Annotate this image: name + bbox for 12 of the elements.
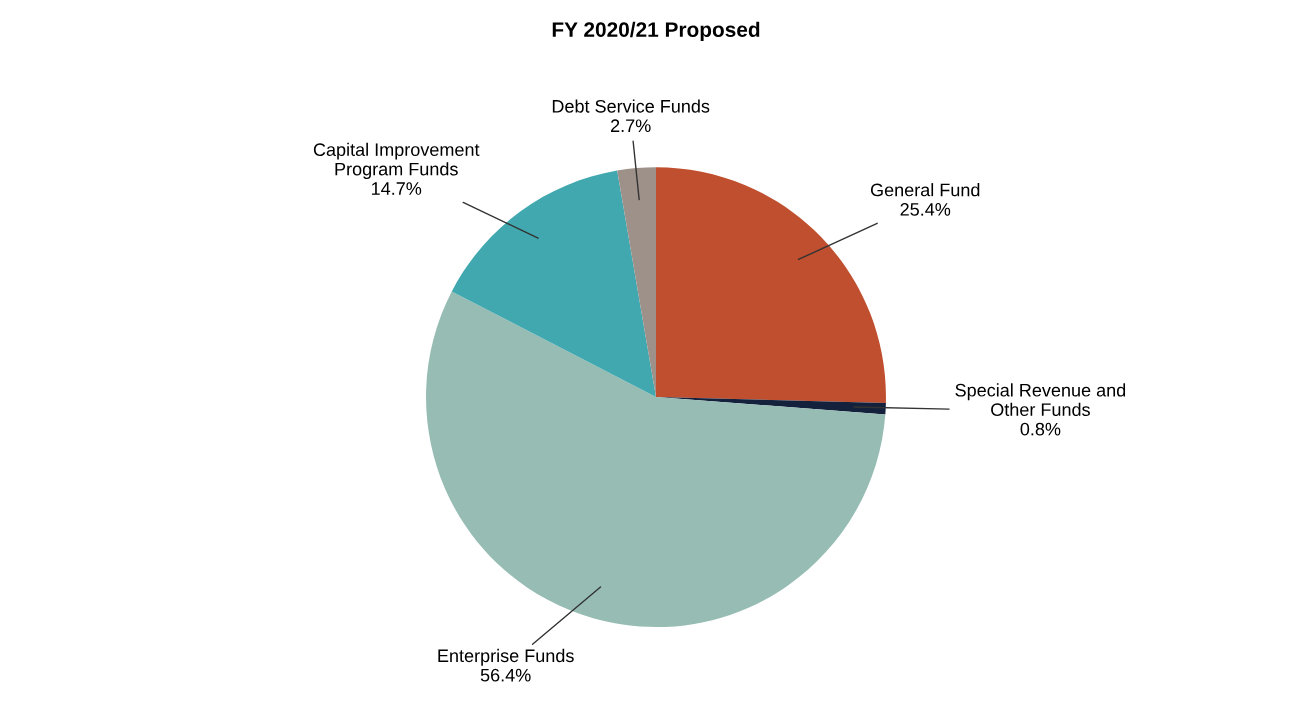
data-label: 25.4% — [900, 203, 951, 216]
slice-label: Debt Service Funds — [552, 99, 710, 113]
data-label: 0.8% — [1020, 422, 1061, 436]
slice-label: General Fund — [870, 183, 980, 197]
data-label: 56.4% — [480, 668, 531, 682]
data-label: 14.7% — [372, 182, 422, 195]
chart-title: FY 2020/21 Proposed — [552, 21, 760, 42]
slice-label: Enterprise Funds — [438, 648, 574, 666]
pie-slice — [426, 291, 886, 628]
data-label: 2.7% — [611, 119, 651, 133]
slice-label: Special Revenue and Other Funds — [955, 383, 1126, 417]
slice-label: Capital Improvement Program Funds — [313, 142, 480, 180]
